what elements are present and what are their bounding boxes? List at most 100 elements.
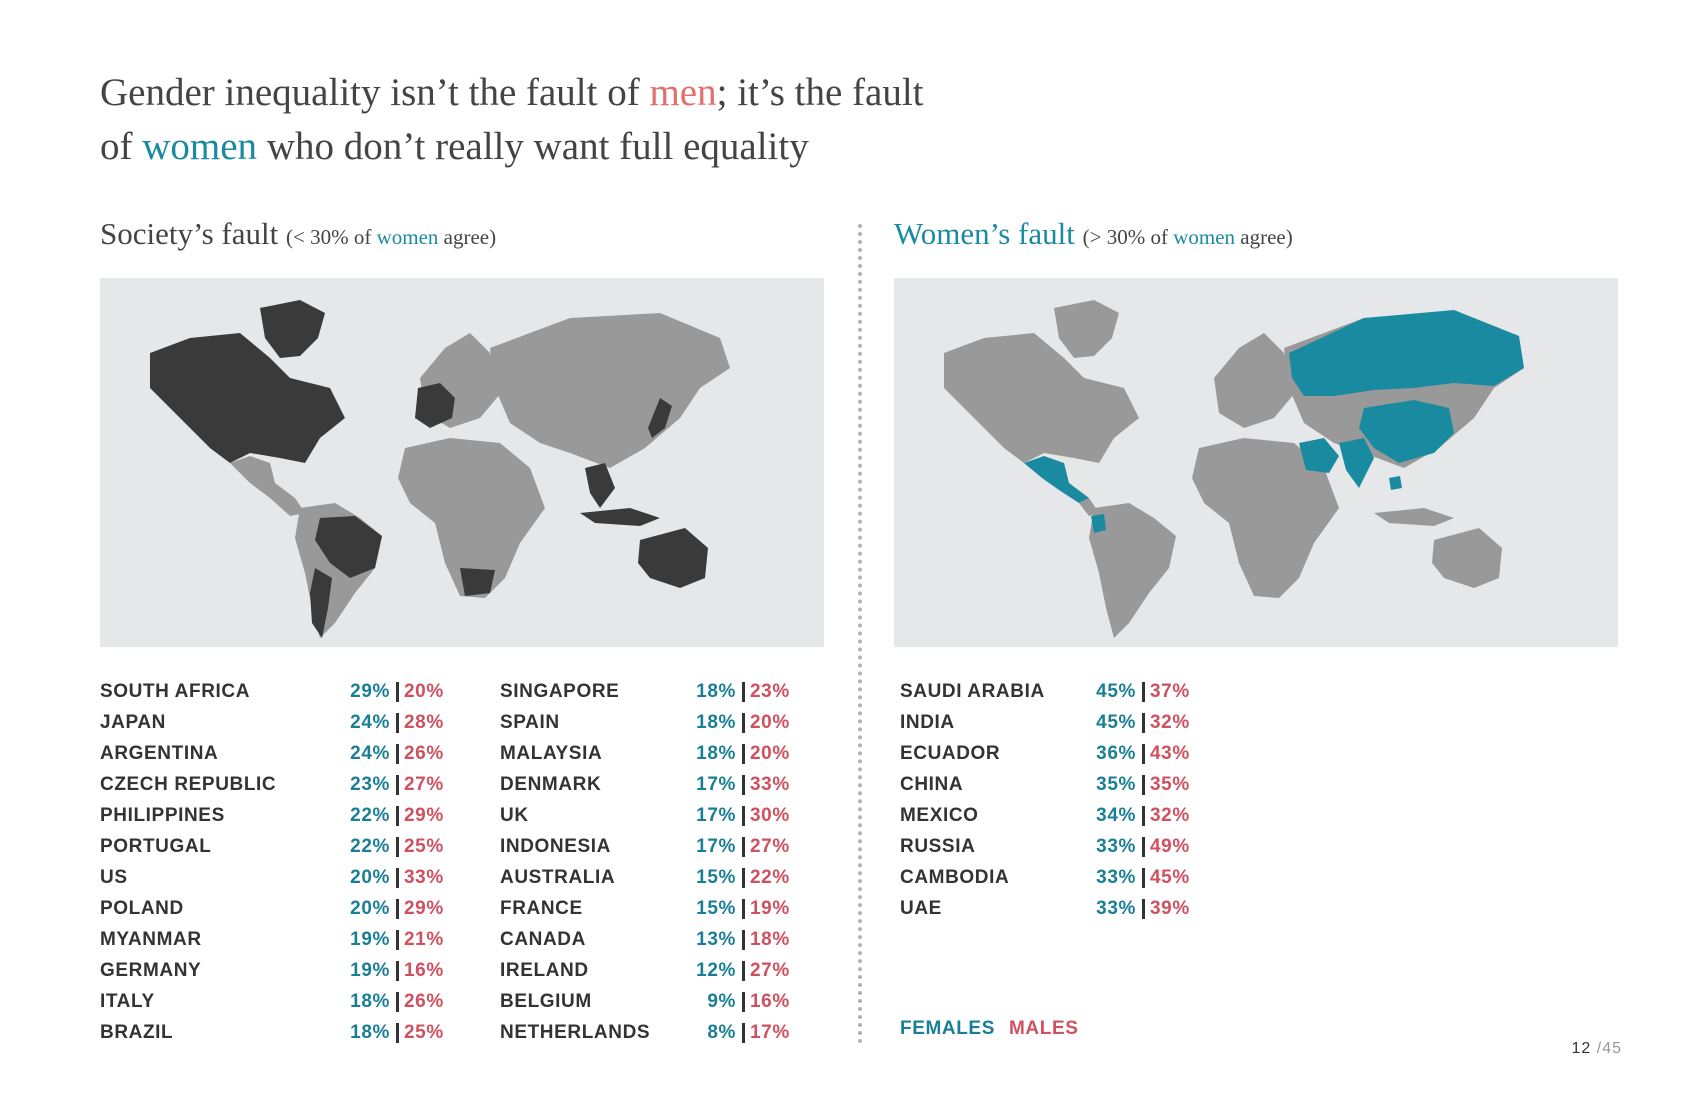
country-name: SINGAPORE (500, 681, 620, 702)
female-percent: 24% (350, 743, 390, 764)
table-row: CANADA 13% 18% (500, 924, 810, 955)
table-row: SOUTH AFRICA 29% 20% (100, 676, 443, 707)
value-separator (396, 744, 399, 764)
country-name: FRANCE (500, 898, 583, 919)
table-row: DENMARK 17% 33% (500, 769, 810, 800)
map-north-america (944, 333, 1139, 463)
male-percent: 27% (750, 836, 790, 857)
left-table-b: SINGAPORE 18% 23% SPAIN 18% 20% MALAYSIA 18% 2… (500, 676, 810, 1048)
table-row: SAUDI ARABIA 45% 37% (900, 676, 1210, 707)
female-percent: 15% (696, 898, 736, 919)
male-percent: 16% (750, 991, 790, 1012)
male-percent: 26% (404, 991, 444, 1012)
female-percent: 12% (696, 960, 736, 981)
map-india (1339, 438, 1374, 488)
table-row: POLAND 20% 29% (100, 893, 443, 924)
map-argentina (310, 568, 332, 638)
male-percent: 35% (1150, 774, 1190, 795)
title-text-3: of (100, 125, 143, 168)
value-separator (396, 837, 399, 857)
legend-males: MALES (1008, 1018, 1079, 1039)
value-separator (396, 682, 399, 702)
female-percent: 17% (696, 805, 736, 826)
value-separator (742, 682, 745, 702)
page-current: 12 (1571, 1040, 1592, 1057)
map-south-africa (460, 568, 495, 596)
female-percent: 15% (696, 867, 736, 888)
country-name: DENMARK (500, 774, 602, 795)
table-row: AUSTRALIA 15% 22% (500, 862, 810, 893)
country-name: CHINA (900, 774, 964, 795)
value-separator (1142, 744, 1145, 764)
map-australia (638, 528, 708, 588)
female-percent: 17% (696, 774, 736, 795)
value-separator (396, 961, 399, 981)
country-name: RUSSIA (900, 836, 976, 857)
country-name: GERMANY (100, 960, 202, 981)
map-greenland (1054, 300, 1119, 358)
table-row: INDIA 45% 32% (900, 707, 1210, 738)
table-row: JAPAN 24% 28% (100, 707, 443, 738)
table-row: UAE 33% 39% (900, 893, 1210, 924)
table-row: US 20% 33% (100, 862, 443, 893)
country-name: NETHERLANDS (500, 1022, 651, 1043)
table-row: MEXICO 34% 32% (900, 800, 1210, 831)
female-percent: 19% (350, 929, 390, 950)
country-name: PHILIPPINES (100, 805, 225, 826)
right-world-map (894, 278, 1618, 647)
female-percent: 22% (350, 836, 390, 857)
value-separator (742, 806, 745, 826)
value-separator (1142, 775, 1145, 795)
male-percent: 33% (750, 774, 790, 795)
map-greenland (260, 300, 325, 358)
table-row: BRAZIL 18% 25% (100, 1017, 443, 1048)
female-percent: 18% (696, 681, 736, 702)
right-map-svg (944, 300, 1524, 638)
right-heading-main: Women’s fault (894, 216, 1075, 251)
table-row: CZECH REPUBLIC 23% 27% (100, 769, 443, 800)
country-name: JAPAN (100, 712, 166, 733)
table-row: BELGIUM 9% 16% (500, 986, 810, 1017)
value-separator (742, 713, 745, 733)
value-separator (396, 1023, 399, 1043)
value-separator (742, 1023, 745, 1043)
value-separator (1142, 713, 1145, 733)
male-percent: 29% (404, 898, 444, 919)
title-women: women (142, 125, 258, 168)
map-ecuador (1091, 514, 1106, 533)
country-name: CANADA (500, 929, 586, 950)
table-row: UK 17% 30% (500, 800, 810, 831)
table-row: PORTUGAL 22% 25% (100, 831, 443, 862)
country-name: IRELAND (500, 960, 589, 981)
country-name: MYANMAR (100, 929, 202, 950)
table-row: MALAYSIA 18% 20% (500, 738, 810, 769)
country-name: BELGIUM (500, 991, 592, 1012)
male-percent: 30% (750, 805, 790, 826)
female-percent: 18% (696, 712, 736, 733)
female-percent: 33% (1096, 867, 1136, 888)
map-africa (1192, 438, 1339, 598)
map-asia (490, 313, 730, 468)
map-central-america (230, 456, 305, 516)
country-name: AUSTRALIA (500, 867, 616, 888)
female-percent: 9% (707, 991, 736, 1012)
female-percent: 19% (350, 960, 390, 981)
country-name: UK (500, 805, 529, 826)
female-percent: 22% (350, 805, 390, 826)
country-name: MEXICO (900, 805, 979, 826)
country-name: MALAYSIA (500, 743, 603, 764)
map-indonesia (1374, 508, 1454, 526)
country-name: CZECH REPUBLIC (100, 774, 277, 795)
female-percent: 34% (1096, 805, 1136, 826)
male-percent: 23% (750, 681, 790, 702)
table-row: ITALY 18% 26% (100, 986, 443, 1017)
map-europe (1214, 333, 1299, 428)
table-row: INDONESIA 17% 27% (500, 831, 810, 862)
table-row: RUSSIA 33% 49% (900, 831, 1210, 862)
female-percent: 36% (1096, 743, 1136, 764)
legend: FEMALES MALES (900, 1018, 1078, 1040)
value-separator (396, 713, 399, 733)
table-row: MYANMAR 19% 21% (100, 924, 443, 955)
value-separator (1142, 682, 1145, 702)
left-world-map (100, 278, 824, 647)
